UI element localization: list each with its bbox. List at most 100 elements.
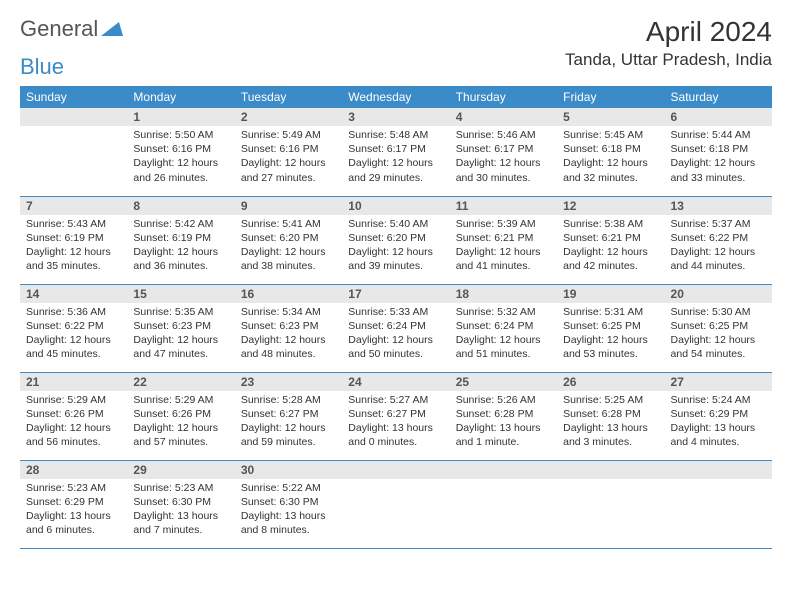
sunset-text: Sunset: 6:24 PM <box>348 319 443 333</box>
daylight-text: Daylight: 12 hours and 56 minutes. <box>26 421 121 449</box>
day-number: 30 <box>235 461 342 479</box>
daylight-text: Daylight: 12 hours and 59 minutes. <box>241 421 336 449</box>
calendar-day-cell <box>20 108 127 196</box>
calendar-week-row: 1Sunrise: 5:50 AMSunset: 6:16 PMDaylight… <box>20 108 772 196</box>
calendar-day-cell: 1Sunrise: 5:50 AMSunset: 6:16 PMDaylight… <box>127 108 234 196</box>
daylight-text: Daylight: 12 hours and 50 minutes. <box>348 333 443 361</box>
calendar-day-cell: 14Sunrise: 5:36 AMSunset: 6:22 PMDayligh… <box>20 284 127 372</box>
calendar-day-cell: 28Sunrise: 5:23 AMSunset: 6:29 PMDayligh… <box>20 460 127 548</box>
sunset-text: Sunset: 6:16 PM <box>133 142 228 156</box>
sunrise-text: Sunrise: 5:41 AM <box>241 217 336 231</box>
day-details: Sunrise: 5:38 AMSunset: 6:21 PMDaylight:… <box>557 215 664 278</box>
day-number: 26 <box>557 373 664 391</box>
day-number: 29 <box>127 461 234 479</box>
day-details: Sunrise: 5:23 AMSunset: 6:29 PMDaylight:… <box>20 479 127 542</box>
weekday-header: Friday <box>557 86 664 108</box>
sunrise-text: Sunrise: 5:32 AM <box>456 305 551 319</box>
sunset-text: Sunset: 6:28 PM <box>456 407 551 421</box>
calendar-day-cell: 7Sunrise: 5:43 AMSunset: 6:19 PMDaylight… <box>20 196 127 284</box>
day-details: Sunrise: 5:39 AMSunset: 6:21 PMDaylight:… <box>450 215 557 278</box>
daylight-text: Daylight: 12 hours and 41 minutes. <box>456 245 551 273</box>
calendar-day-cell <box>557 460 664 548</box>
sunset-text: Sunset: 6:25 PM <box>563 319 658 333</box>
day-details: Sunrise: 5:41 AMSunset: 6:20 PMDaylight:… <box>235 215 342 278</box>
calendar-day-cell: 8Sunrise: 5:42 AMSunset: 6:19 PMDaylight… <box>127 196 234 284</box>
daylight-text: Daylight: 13 hours and 3 minutes. <box>563 421 658 449</box>
sunset-text: Sunset: 6:17 PM <box>456 142 551 156</box>
day-number: 19 <box>557 285 664 303</box>
day-details: Sunrise: 5:31 AMSunset: 6:25 PMDaylight:… <box>557 303 664 366</box>
daylight-text: Daylight: 12 hours and 29 minutes. <box>348 156 443 184</box>
calendar-day-cell: 3 Sunrise: 5:48 AMSunset: 6:17 PMDaylight… <box>342 108 449 196</box>
calendar-day-cell: 11Sunrise: 5:39 AMSunset: 6:21 PMDayligh… <box>450 196 557 284</box>
sunrise-text: Sunrise: 5:37 AM <box>671 217 766 231</box>
daylight-text: Daylight: 12 hours and 36 minutes. <box>133 245 228 273</box>
daylight-text: Daylight: 12 hours and 32 minutes. <box>563 156 658 184</box>
daylight-text: Daylight: 12 hours and 44 minutes. <box>671 245 766 273</box>
daylight-text: Daylight: 12 hours and 54 minutes. <box>671 333 766 361</box>
daylight-text: Daylight: 12 hours and 47 minutes. <box>133 333 228 361</box>
day-number: 14 <box>20 285 127 303</box>
day-details: Sunrise: 5:36 AMSunset: 6:22 PMDaylight:… <box>20 303 127 366</box>
sunset-text: Sunset: 6:16 PM <box>241 142 336 156</box>
daylight-text: Daylight: 12 hours and 57 minutes. <box>133 421 228 449</box>
calendar-day-cell: 30Sunrise: 5:22 AMSunset: 6:30 PMDayligh… <box>235 460 342 548</box>
day-number: 17 <box>342 285 449 303</box>
daylight-text: Daylight: 12 hours and 38 minutes. <box>241 245 336 273</box>
logo-text-blue: Blue <box>20 54 64 79</box>
calendar-day-cell <box>342 460 449 548</box>
calendar-week-row: 21Sunrise: 5:29 AMSunset: 6:26 PMDayligh… <box>20 372 772 460</box>
sunset-text: Sunset: 6:30 PM <box>133 495 228 509</box>
weekday-header: Thursday <box>450 86 557 108</box>
sunrise-text: Sunrise: 5:25 AM <box>563 393 658 407</box>
day-details: Sunrise: 5:26 AMSunset: 6:28 PMDaylight:… <box>450 391 557 454</box>
daylight-text: Daylight: 12 hours and 42 minutes. <box>563 245 658 273</box>
day-number: 10 <box>342 197 449 215</box>
sunset-text: Sunset: 6:23 PM <box>241 319 336 333</box>
sunset-text: Sunset: 6:20 PM <box>348 231 443 245</box>
calendar-week-row: 7Sunrise: 5:43 AMSunset: 6:19 PMDaylight… <box>20 196 772 284</box>
day-details: Sunrise: 5:25 AMSunset: 6:28 PMDaylight:… <box>557 391 664 454</box>
calendar-week-row: 14Sunrise: 5:36 AMSunset: 6:22 PMDayligh… <box>20 284 772 372</box>
day-details: Sunrise: 5:30 AMSunset: 6:25 PMDaylight:… <box>665 303 772 366</box>
daylight-text: Daylight: 12 hours and 53 minutes. <box>563 333 658 361</box>
day-details: Sunrise: 5:44 AMSunset: 6:18 PMDaylight:… <box>665 126 772 189</box>
sunrise-text: Sunrise: 5:23 AM <box>26 481 121 495</box>
daylight-text: Daylight: 12 hours and 33 minutes. <box>671 156 766 184</box>
sunrise-text: Sunrise: 5:34 AM <box>241 305 336 319</box>
sunset-text: Sunset: 6:17 PM <box>348 142 443 156</box>
sunrise-text: Sunrise: 5:35 AM <box>133 305 228 319</box>
sunrise-text: Sunrise: 5:30 AM <box>671 305 766 319</box>
day-number: 22 <box>127 373 234 391</box>
sunrise-text: Sunrise: 5:48 AM <box>348 128 443 142</box>
calendar-day-cell: 19Sunrise: 5:31 AMSunset: 6:25 PMDayligh… <box>557 284 664 372</box>
weekday-header: Sunday <box>20 86 127 108</box>
day-number: 16 <box>235 285 342 303</box>
weekday-header-row: Sunday Monday Tuesday Wednesday Thursday… <box>20 86 772 108</box>
day-number: 3 <box>342 108 449 126</box>
sunset-text: Sunset: 6:24 PM <box>456 319 551 333</box>
sunrise-text: Sunrise: 5:33 AM <box>348 305 443 319</box>
sunrise-text: Sunrise: 5:46 AM <box>456 128 551 142</box>
logo-triangle-icon <box>101 16 123 42</box>
day-details: Sunrise: 5:29 AMSunset: 6:26 PMDaylight:… <box>127 391 234 454</box>
daylight-text: Daylight: 12 hours and 48 minutes. <box>241 333 336 361</box>
calendar-day-cell: 27Sunrise: 5:24 AMSunset: 6:29 PMDayligh… <box>665 372 772 460</box>
sunrise-text: Sunrise: 5:24 AM <box>671 393 766 407</box>
sunset-text: Sunset: 6:22 PM <box>26 319 121 333</box>
day-number: 13 <box>665 197 772 215</box>
sunrise-text: Sunrise: 5:39 AM <box>456 217 551 231</box>
calendar-day-cell: 17 Sunrise: 5:33 AMSunset: 6:24 PMDayligh… <box>342 284 449 372</box>
sunset-text: Sunset: 6:27 PM <box>348 407 443 421</box>
sunrise-text: Sunrise: 5:50 AM <box>133 128 228 142</box>
calendar-day-cell <box>665 460 772 548</box>
calendar-day-cell: 12Sunrise: 5:38 AMSunset: 6:21 PMDayligh… <box>557 196 664 284</box>
day-number: 5 <box>557 108 664 126</box>
sunset-text: Sunset: 6:29 PM <box>26 495 121 509</box>
day-number: 8 <box>127 197 234 215</box>
day-number: 9 <box>235 197 342 215</box>
day-details: Sunrise: 5:43 AMSunset: 6:19 PMDaylight:… <box>20 215 127 278</box>
calendar-day-cell: 4Sunrise: 5:46 AMSunset: 6:17 PMDaylight… <box>450 108 557 196</box>
day-details: Sunrise: 5:35 AMSunset: 6:23 PMDaylight:… <box>127 303 234 366</box>
daylight-text: Daylight: 12 hours and 27 minutes. <box>241 156 336 184</box>
